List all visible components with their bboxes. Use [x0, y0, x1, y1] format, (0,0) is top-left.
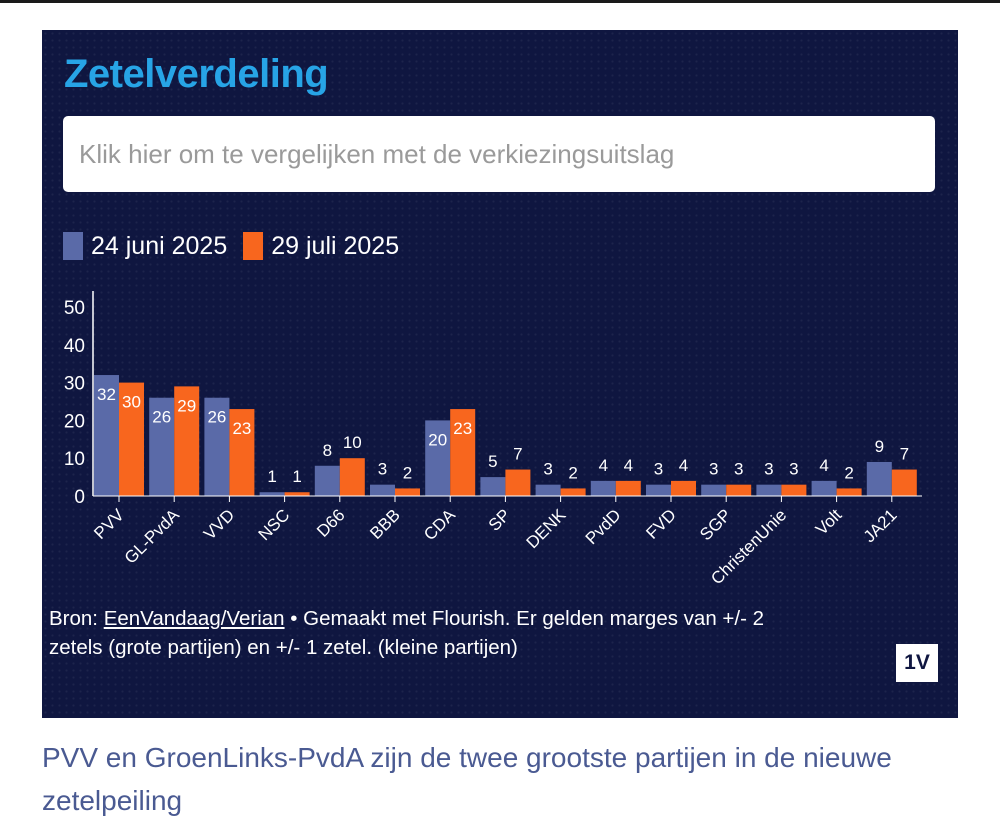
data-label: 1 — [292, 467, 301, 486]
top-rule — [0, 0, 1000, 3]
bar-juni — [811, 480, 837, 496]
bar-juni — [866, 461, 892, 496]
data-label: 3 — [734, 460, 743, 479]
x-tick-label: PVV — [90, 505, 128, 543]
data-label: 1 — [267, 467, 276, 486]
bar-juli — [395, 488, 420, 496]
bar-juni — [259, 492, 285, 496]
bar-juli — [615, 480, 641, 496]
x-tick-label: NSC — [255, 505, 294, 544]
bar-juni — [480, 477, 506, 496]
image-caption: PVV en GroenLinks-PvdA zijn de twee groo… — [42, 742, 892, 816]
bar-juli — [174, 386, 200, 496]
x-tick-label: SP — [485, 505, 514, 534]
data-label: 7 — [900, 445, 909, 464]
data-label: 3 — [543, 460, 552, 479]
legend-label-series-2: 29 juli 2025 — [271, 231, 400, 260]
source-link[interactable]: EenVandaag/Verian — [103, 607, 285, 630]
data-label: 3 — [378, 460, 387, 479]
x-tick-label: BBB — [366, 505, 403, 542]
y-tick-label: 30 — [64, 374, 85, 395]
bar-juni — [149, 397, 175, 496]
data-label: 20 — [428, 430, 447, 449]
data-label: 4 — [679, 456, 688, 475]
bar-juli — [891, 469, 917, 496]
x-tick-label: FVD — [642, 505, 679, 542]
chart-title: Zetelverdeling — [64, 52, 329, 96]
source-text: • Gemaakt met Flourish. Er gelden marges… — [49, 607, 765, 659]
bar-juni — [535, 484, 561, 496]
data-label: 26 — [207, 408, 226, 427]
data-label: 4 — [819, 456, 828, 475]
data-label: 5 — [488, 452, 497, 471]
data-label: 4 — [599, 456, 608, 475]
data-label: 4 — [624, 456, 633, 475]
legend: 24 juni 2025 29 juli 2025 — [63, 230, 415, 262]
bar-juli — [284, 492, 310, 496]
source-note: Bron: EenVandaag/Verian • Gemaakt met Fl… — [49, 604, 809, 662]
bar-juli — [560, 488, 586, 496]
bar-juli — [781, 484, 807, 496]
x-tick-label: SGP — [696, 505, 735, 544]
source-prefix: Bron: — [49, 607, 104, 630]
x-tick-label: D66 — [313, 505, 348, 540]
x-tick-label: Volt — [812, 505, 846, 539]
data-label: 26 — [152, 408, 171, 427]
bar-juli — [726, 484, 752, 496]
bar-juni — [94, 375, 119, 496]
data-label: 30 — [122, 393, 141, 412]
chart-card: Zetelverdeling Klik hier om te vergelijk… — [42, 30, 958, 718]
y-tick-label: 10 — [64, 449, 85, 470]
bar-juli — [229, 409, 255, 496]
bar-juni — [370, 484, 395, 496]
data-label: 23 — [453, 419, 472, 438]
y-tick-label: 40 — [64, 336, 85, 357]
bar-juni — [204, 397, 230, 496]
data-label: 3 — [764, 460, 773, 479]
data-label: 2 — [844, 463, 853, 482]
data-label: 3 — [654, 460, 663, 479]
bar-juni — [590, 480, 616, 496]
x-tick-label: VVD — [200, 505, 238, 543]
legend-item-series-1[interactable]: 24 juni 2025 — [63, 232, 227, 261]
bar-juli — [836, 488, 862, 496]
compare-button[interactable]: Klik hier om te vergelijken met de verki… — [63, 116, 935, 192]
bar-juni — [646, 484, 671, 496]
data-label: 29 — [177, 396, 196, 415]
data-label: 2 — [403, 463, 412, 482]
legend-swatch-series-2 — [243, 232, 264, 260]
data-label: 32 — [97, 385, 116, 404]
data-label: 9 — [875, 437, 884, 456]
y-tick-label: 50 — [64, 298, 85, 319]
x-tick-label: DENK — [523, 505, 570, 552]
legend-swatch-series-1 — [63, 232, 83, 260]
bar-juni — [425, 420, 451, 496]
data-label: 7 — [513, 445, 522, 464]
legend-label-series-1: 24 juni 2025 — [91, 231, 228, 260]
bar-juli — [505, 469, 531, 496]
x-tick-label: GL-PvdA — [121, 505, 184, 568]
data-label: 23 — [232, 419, 251, 438]
legend-item-series-2[interactable]: 29 juli 2025 — [243, 232, 399, 261]
bar-juni — [314, 465, 340, 496]
data-label: 8 — [323, 441, 332, 460]
data-label: 2 — [568, 463, 577, 482]
bar-juni — [756, 484, 782, 496]
data-label: 3 — [709, 460, 718, 479]
x-tick-label: PvdD — [582, 505, 625, 548]
eenvandaag-logo: 1V — [896, 644, 938, 682]
x-tick-label: CDA — [420, 505, 459, 544]
x-tick-label: JA21 — [860, 505, 901, 546]
data-label: 10 — [343, 433, 362, 452]
bar-juli — [671, 480, 696, 496]
bar-juli — [339, 458, 365, 496]
bar-juli — [450, 409, 476, 496]
y-tick-label: 20 — [64, 411, 85, 432]
data-label: 3 — [789, 460, 798, 479]
bar-juli — [119, 382, 144, 496]
bar-juni — [701, 484, 727, 496]
y-tick-label: 0 — [74, 487, 85, 508]
